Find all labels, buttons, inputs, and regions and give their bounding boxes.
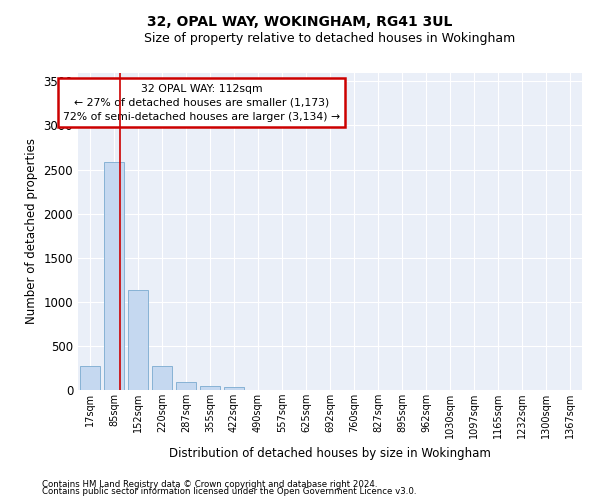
Bar [80, 366, 100, 390]
Bar [152, 366, 172, 390]
X-axis label: Distribution of detached houses by size in Wokingham: Distribution of detached houses by size … [169, 446, 491, 460]
Y-axis label: Number of detached properties: Number of detached properties [25, 138, 38, 324]
Text: Contains HM Land Registry data © Crown copyright and database right 2024.: Contains HM Land Registry data © Crown c… [42, 480, 377, 489]
Bar [104, 162, 124, 390]
Text: 32 OPAL WAY: 112sqm
← 27% of detached houses are smaller (1,173)
72% of semi-det: 32 OPAL WAY: 112sqm ← 27% of detached ho… [63, 84, 340, 122]
Title: Size of property relative to detached houses in Wokingham: Size of property relative to detached ho… [145, 32, 515, 45]
Bar [224, 388, 244, 390]
Text: 32, OPAL WAY, WOKINGHAM, RG41 3UL: 32, OPAL WAY, WOKINGHAM, RG41 3UL [148, 15, 452, 29]
Bar [200, 386, 220, 390]
Bar [128, 290, 148, 390]
Text: Contains public sector information licensed under the Open Government Licence v3: Contains public sector information licen… [42, 487, 416, 496]
Bar [176, 382, 196, 390]
